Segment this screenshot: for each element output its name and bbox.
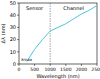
chart: 0102030405005001000150020002500Wavelengt…	[0, 0, 100, 79]
x-tick	[65, 64, 66, 66]
y-tick	[17, 51, 19, 52]
y-tick	[17, 64, 19, 65]
x-tick-label: 500	[30, 67, 39, 72]
x-tick-label: 2000	[76, 67, 88, 72]
x-tick	[34, 64, 35, 66]
y-axis-title: Δλ (nm)	[0, 24, 6, 44]
annotation: Sensor	[26, 5, 44, 11]
x-tick-label: 1000	[44, 67, 56, 72]
divider	[50, 3, 51, 64]
y-tick	[17, 27, 19, 28]
x-tick-label: 2500	[91, 67, 100, 72]
series-line	[27, 5, 97, 61]
annotation: λmax	[21, 57, 33, 62]
y-tick-label: 50	[10, 0, 16, 6]
x-tick-label: 0	[18, 67, 21, 72]
y-tick-label: 0	[13, 61, 16, 67]
x-tick	[97, 64, 98, 66]
y-tick-label: 20	[10, 36, 16, 42]
x-tick	[50, 64, 51, 66]
y-tick-label: 30	[10, 24, 16, 30]
y-tick-label: 10	[10, 49, 16, 55]
x-axis-title: Wavelength (nm)	[36, 73, 79, 79]
plot	[27, 3, 97, 64]
frame	[19, 3, 97, 64]
y-tick	[17, 39, 19, 40]
y-tick	[17, 3, 19, 4]
annotation: Channel	[63, 5, 84, 11]
y-tick-label: 40	[10, 12, 16, 18]
x-tick	[19, 64, 20, 66]
y-tick	[17, 15, 19, 16]
x-tick	[81, 64, 82, 66]
x-tick-label: 1500	[60, 67, 72, 72]
